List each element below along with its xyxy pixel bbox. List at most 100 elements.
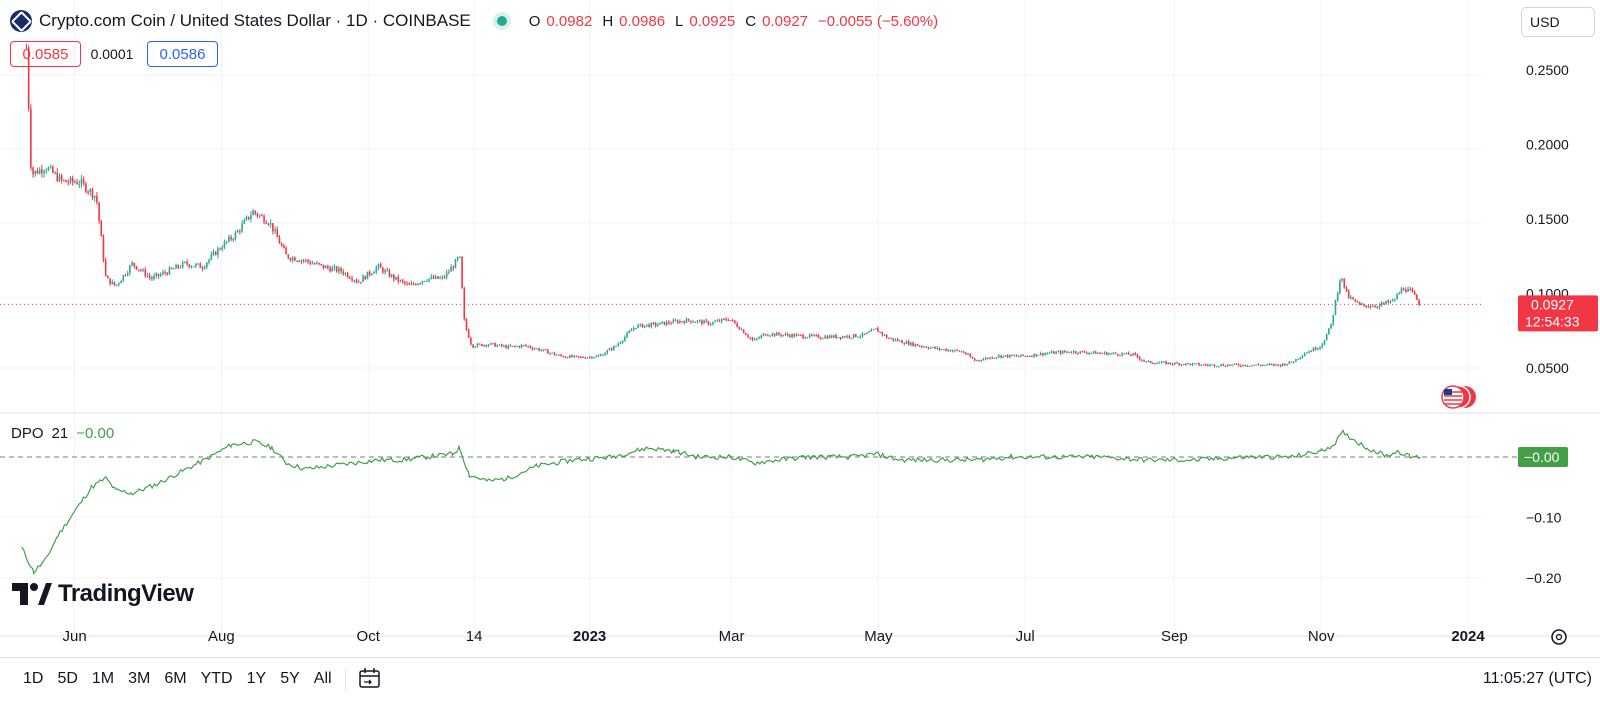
candle-body [1088, 353, 1090, 355]
candle-body [476, 343, 479, 347]
timeframe-6m-button[interactable]: 6M [164, 670, 187, 687]
candle-body [595, 355, 598, 358]
timeframe-5y-button[interactable]: 5Y [280, 670, 300, 687]
candle-body [835, 335, 837, 338]
price-candle [71, 175, 74, 186]
candle-body [1336, 292, 1339, 301]
candle-body [1378, 305, 1381, 308]
market-status-icon[interactable] [496, 16, 507, 26]
timeframe-3m-button[interactable]: 3M [128, 670, 151, 687]
candle-body [817, 335, 820, 338]
candle-body [126, 272, 129, 276]
price-candle [1057, 349, 1060, 353]
candle-body [789, 335, 791, 338]
candle-body [309, 261, 312, 264]
candle-body [938, 347, 941, 350]
candle-body [683, 321, 686, 323]
price-candle [386, 267, 389, 272]
price-candle [1182, 364, 1185, 366]
currency-selector[interactable]: USD [1521, 7, 1595, 37]
candle-body [146, 275, 149, 277]
price-candle [459, 256, 461, 259]
price-candle [353, 279, 356, 284]
candle-body [654, 323, 657, 326]
price-candle [58, 173, 61, 183]
economic-events-icon[interactable] [1441, 385, 1476, 409]
chart-settings-icon[interactable] [1551, 629, 1567, 645]
price-candle [135, 265, 138, 271]
price-candle [472, 344, 474, 349]
candle-body [384, 270, 386, 273]
candle-body [1281, 363, 1284, 367]
dpo-legend[interactable]: DPO 21 −0.00 [11, 425, 114, 442]
price-candle [126, 270, 129, 277]
price-candle [709, 322, 712, 327]
sell-price-button[interactable]: 0.0585 [10, 41, 81, 67]
timeframe-5d-button[interactable]: 5D [57, 670, 78, 687]
candle-body [199, 263, 202, 269]
candle-body [289, 258, 292, 261]
candle-body [940, 349, 943, 351]
tradingview-logo[interactable]: TradingView [12, 580, 194, 608]
price-candle [747, 333, 749, 339]
candle-body [1306, 352, 1308, 354]
candle-body [705, 320, 708, 322]
price-candle [1389, 300, 1392, 304]
candle-body [111, 281, 114, 285]
candle-body [690, 320, 692, 323]
candle-body [773, 333, 776, 336]
timeframe-1d-button[interactable]: 1D [23, 670, 44, 687]
price-candle [155, 271, 158, 279]
candle-body [415, 284, 417, 286]
timeframe-all-button[interactable]: All [313, 670, 332, 687]
timeframe-1m-button[interactable]: 1M [91, 670, 115, 687]
price-candle [1264, 364, 1266, 366]
price-candle [1070, 351, 1073, 354]
price-candle [705, 318, 708, 323]
price-candle [316, 260, 318, 265]
price-candle [505, 344, 507, 349]
timeframe-ytd-button[interactable]: YTD [200, 670, 233, 687]
price-candle [500, 343, 503, 348]
price-candle [45, 168, 48, 175]
candle-body [300, 260, 303, 262]
price-candle [1380, 301, 1383, 307]
candle-body [1264, 364, 1266, 366]
candle-body [870, 329, 873, 332]
price-candle [1200, 364, 1203, 367]
price-candle [1407, 286, 1409, 292]
price-candle [236, 229, 239, 233]
price-candle [346, 271, 349, 279]
candle-body [80, 179, 83, 184]
price-candle [107, 275, 109, 279]
price-candle [547, 348, 549, 354]
price-candle [199, 262, 202, 269]
candle-body [1352, 297, 1354, 300]
candle-body [1361, 303, 1363, 305]
utc-clock[interactable]: 11:05:27 (UTC) [1482, 670, 1592, 687]
candle-body [1295, 359, 1297, 362]
price-candle [874, 328, 877, 330]
bottom-toolbar: 1D 5D 1M 3M 6M YTD 1Y 5Y All 11:05:27 (UTC) [0, 657, 1600, 702]
symbol-title[interactable]: Crypto.com Coin / United States Dollar ·… [39, 11, 471, 30]
price-candle [1039, 351, 1042, 356]
candle-body [1350, 297, 1352, 299]
candle-body [740, 329, 743, 331]
candle-body [571, 355, 573, 358]
candle-body [593, 357, 595, 359]
price-candle [1413, 290, 1416, 296]
price-candle [987, 357, 989, 360]
last-price-label [1518, 295, 1598, 332]
candle-body [599, 354, 602, 356]
candle-body [782, 334, 785, 336]
date-range-icon[interactable] [354, 667, 386, 694]
timeframe-1y-button[interactable]: 1Y [246, 670, 267, 687]
price-candle [786, 332, 789, 337]
candle-body [905, 341, 908, 344]
candle-body [980, 360, 983, 362]
price-candle [881, 331, 884, 337]
price-candle [333, 264, 336, 271]
price-candle [940, 348, 943, 351]
chart-canvas[interactable]: 0.25000.20000.15000.10000.05000.092712:5… [0, 0, 1600, 657]
buy-price-button[interactable]: 0.0586 [147, 41, 218, 67]
